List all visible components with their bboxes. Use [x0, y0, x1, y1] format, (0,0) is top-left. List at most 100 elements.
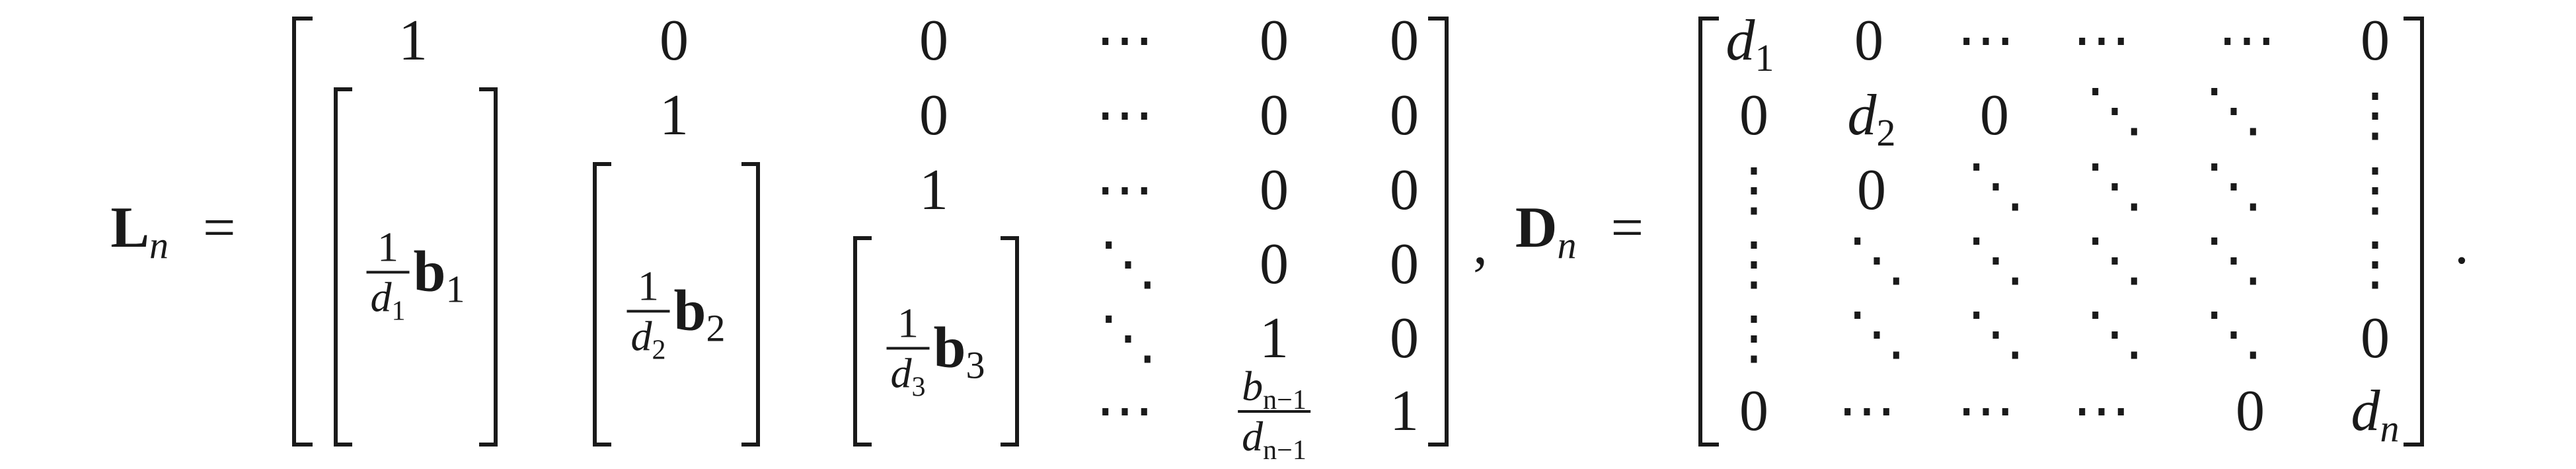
- D-r4-c4: ⋱: [2086, 228, 2144, 292]
- block2-right-bracket: [741, 162, 760, 447]
- L-r3-c6: 0: [1390, 158, 1419, 222]
- D-r3-c3: ⋱: [1967, 154, 2025, 218]
- D-right-bracket: [2404, 17, 2424, 447]
- L-r4-c5: 0: [1260, 232, 1289, 296]
- L-r1-c1: 1: [398, 9, 428, 73]
- D-r3-c1: ⋮: [1725, 158, 1783, 222]
- comma: ,: [1473, 212, 1488, 277]
- D-r6-c1: 0: [1739, 379, 1768, 443]
- L-r2-c2: 1: [660, 83, 689, 148]
- D-r6-c3: ⋯: [1957, 379, 2022, 443]
- L-r5-c4: ⋱: [1099, 306, 1157, 370]
- D-r3-c6: ⋮: [2346, 158, 2404, 222]
- last-frac-num-sub: n−1: [1263, 384, 1307, 415]
- D-r4-c6: ⋮: [2346, 232, 2404, 296]
- L-r2-c3: 0: [919, 83, 948, 148]
- D-dn-letter: d: [2351, 379, 2380, 443]
- D-r5-c4: ⋱: [2086, 302, 2144, 366]
- L-r1-c4: ⋯: [1096, 9, 1160, 73]
- D-r1-c1: d1: [1725, 9, 1774, 77]
- block3-left-bracket: [853, 236, 872, 447]
- block2-frac-den-letter: d: [630, 312, 652, 360]
- L-r6-c4: ⋯: [1096, 379, 1160, 443]
- last-fraction: bn−1 dn−1: [1238, 362, 1310, 464]
- D-r3-c2: 0: [1857, 158, 1886, 222]
- block1-frac-den-letter: d: [370, 273, 392, 321]
- D-r1-c6: 0: [2361, 9, 2390, 73]
- D-r4-c3: ⋱: [1967, 228, 2025, 292]
- D-label: Dn =: [1515, 196, 1644, 265]
- L-r3-c5: 0: [1260, 158, 1289, 222]
- D-d1-letter: d: [1725, 9, 1755, 73]
- last-frac-num-letter: b: [1242, 362, 1264, 409]
- D-r3-c4: ⋱: [2086, 154, 2144, 218]
- L-r4-c4: ⋱: [1099, 232, 1157, 296]
- block1-frac-den-sub: 1: [391, 296, 406, 327]
- D-r5-c6: 0: [2361, 306, 2390, 370]
- D-r4-c2: ⋱: [1848, 228, 1906, 292]
- block3-frac-num: 1: [897, 299, 919, 347]
- block2-vector: b: [673, 278, 706, 343]
- period: .: [2454, 212, 2469, 277]
- L-r1-c3: 0: [919, 9, 948, 73]
- block2-left-bracket: [593, 162, 611, 447]
- D-d2-letter: d: [1847, 83, 1877, 148]
- D-r6-c4: ⋯: [2072, 379, 2137, 443]
- block2-frac-num: 1: [638, 262, 660, 310]
- L-r5-c5: 1: [1260, 306, 1289, 370]
- L-r3-c3: 1: [919, 158, 948, 222]
- D-r5-c1: ⋮: [1725, 306, 1783, 370]
- block3-vector: b: [933, 316, 966, 380]
- L-equals: =: [203, 196, 236, 260]
- D-d2-sub: 2: [1876, 111, 1896, 155]
- D-r2-c6: ⋮: [2346, 83, 2404, 148]
- D-r2-c5: ⋱: [2205, 79, 2263, 143]
- D-r1-c5: ⋯: [2218, 9, 2283, 73]
- block1-left-bracket: [334, 87, 352, 447]
- block1-expr: 1 d1 b1: [366, 214, 465, 325]
- block2-expr: 1 d2 b2: [626, 253, 726, 364]
- D-r2-c4: ⋱: [2086, 79, 2144, 143]
- D-r5-c2: ⋱: [1848, 302, 1906, 366]
- D-r4-c5: ⋱: [2205, 228, 2263, 292]
- block3-vector-sub: 3: [966, 343, 985, 387]
- D-r4-c1: ⋮: [1725, 232, 1783, 296]
- L-r2-c6: 0: [1390, 83, 1419, 148]
- D-subscript: n: [1557, 224, 1577, 267]
- L-r2-c4: ⋯: [1096, 83, 1160, 148]
- D-dn-sub: n: [2380, 407, 2400, 450]
- block1-vector-sub: 1: [445, 267, 465, 311]
- D-symbol: D: [1515, 196, 1558, 260]
- D-d1-sub: 1: [1755, 36, 1774, 80]
- D-equals: =: [1610, 196, 1644, 260]
- L-outer-left-bracket: [292, 17, 313, 447]
- block1-frac-num: 1: [377, 223, 399, 271]
- D-r6-c2: ⋯: [1838, 379, 1903, 443]
- L-label: Ln =: [110, 196, 236, 265]
- block2-vector-sub: 2: [706, 306, 726, 350]
- L-r5-c6: 0: [1390, 306, 1419, 370]
- block1-right-bracket: [479, 87, 498, 447]
- L-r1-c5: 0: [1260, 9, 1289, 73]
- last-frac-den-letter: d: [1242, 413, 1264, 460]
- L-r3-c4: ⋯: [1096, 158, 1160, 222]
- D-r1-c2: 0: [1854, 9, 1883, 73]
- D-r6-c6: dn: [2351, 379, 2400, 448]
- L-r1-c2: 0: [660, 9, 689, 73]
- D-left-bracket: [1698, 17, 1719, 447]
- D-r3-c5: ⋱: [2205, 154, 2263, 218]
- D-r5-c3: ⋱: [1967, 302, 2025, 366]
- block3-right-bracket: [1001, 236, 1019, 447]
- block1-vector: b: [413, 239, 446, 304]
- D-r1-c4: ⋯: [2072, 9, 2137, 73]
- D-r2-c1: 0: [1739, 83, 1768, 148]
- D-r1-c3: ⋯: [1957, 9, 2022, 73]
- D-r2-c2: d2: [1848, 87, 1896, 152]
- L-r2-c5: 0: [1260, 83, 1289, 148]
- D-r6-c5: 0: [2236, 379, 2265, 443]
- last-frac-den-sub: n−1: [1263, 435, 1307, 466]
- L-r6-c5: bn−1 dn−1: [1238, 362, 1310, 464]
- L-r4-c6: 0: [1390, 232, 1419, 296]
